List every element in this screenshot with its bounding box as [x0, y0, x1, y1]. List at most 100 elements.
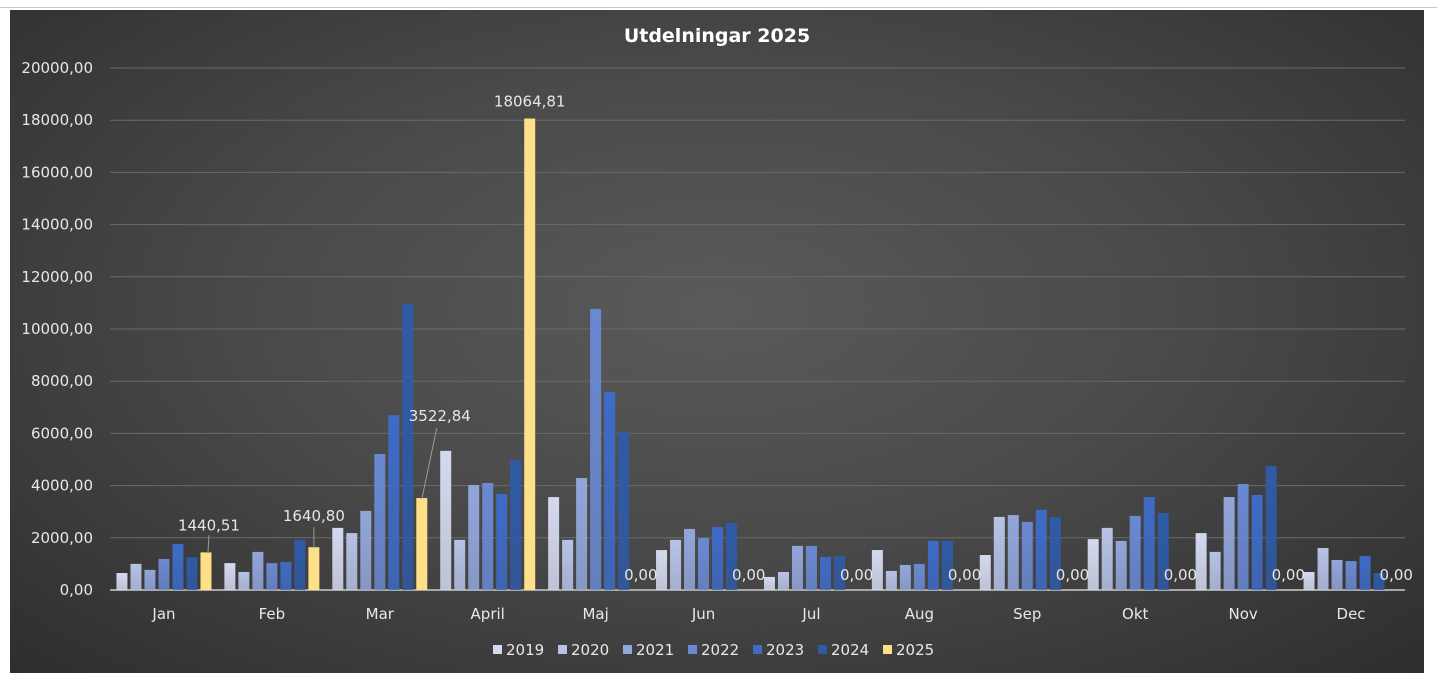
legend-item-2025[interactable]: 2025	[883, 641, 934, 659]
bar-2022-mar	[374, 454, 386, 590]
data-label-2025: 1640,80	[283, 507, 345, 525]
x-tick-label: Dec	[1337, 605, 1366, 623]
x-axis: Jan Feb Mar April Maj Jun Jul Aug Sep Okt Nov Dec	[151, 605, 1365, 623]
bar-2022-april	[482, 482, 494, 590]
legend-swatch	[623, 645, 632, 654]
data-label-2025: 1440,51	[178, 516, 240, 534]
bar-2019-jul	[763, 576, 775, 590]
bar-2021-aug	[899, 564, 911, 590]
bar-2023-jun	[712, 527, 724, 590]
data-label-2025: 0,00	[840, 566, 873, 584]
leader-line	[207, 535, 210, 554]
data-label-2025: 0,00	[1056, 566, 1089, 584]
x-tick-label: Jan	[151, 605, 175, 623]
data-label-2025: 0,00	[1380, 566, 1413, 584]
y-tick-label: 20000,00	[21, 59, 93, 77]
legend-label: 2023	[766, 641, 804, 659]
legend-label: 2024	[831, 641, 869, 659]
bar-2019-april	[440, 450, 452, 590]
y-tick-label: 2000,00	[31, 529, 93, 547]
bar-2024-feb	[294, 539, 306, 590]
bar-2019-mar	[332, 527, 344, 590]
bar-2024-dec	[1373, 573, 1385, 590]
legend-item-2023[interactable]: 2023	[753, 641, 804, 659]
bar-2022-okt	[1129, 515, 1141, 590]
bar-2021-jun	[684, 528, 696, 590]
bar-2023-sep	[1035, 509, 1047, 590]
bar-2020-april	[454, 539, 466, 590]
bar-2020-jun	[670, 539, 682, 590]
legend-label: 2025	[896, 641, 934, 659]
leader-line	[421, 427, 438, 500]
x-tick-label: Maj	[582, 605, 608, 623]
bar-2021-nov	[1223, 497, 1235, 590]
bar-2022-feb	[266, 563, 278, 590]
data-label-2025: 0,00	[1164, 566, 1197, 584]
bar-2019-jun	[656, 550, 668, 590]
bar-2025-mar	[416, 498, 428, 590]
y-tick-label: 14000,00	[21, 216, 93, 234]
bar-2022-jun	[698, 538, 710, 590]
x-tick-label: April	[471, 605, 505, 623]
bar-2024-jul	[833, 556, 845, 590]
bar-2022-jan	[158, 558, 170, 590]
x-tick-label: Jun	[691, 605, 715, 623]
bar-2024-aug	[941, 540, 953, 590]
bar-2021-sep	[1007, 515, 1019, 590]
legend-swatch	[688, 645, 697, 654]
bar-2023-jan	[172, 544, 184, 590]
bar-2021-jan	[144, 569, 156, 590]
data-labels: 1440,51 1640,80 3522,84 18064,81 0,00 0,00 0,0…	[178, 93, 1413, 584]
bar-2024-sep	[1049, 516, 1061, 590]
bar-2021-mar	[360, 510, 372, 590]
bar-2020-dec	[1317, 547, 1329, 590]
legend-item-2020[interactable]: 2020	[558, 641, 609, 659]
bar-2020-sep	[993, 516, 1005, 590]
bar-2023-aug	[927, 540, 939, 590]
bar-2019-sep	[979, 555, 991, 590]
gridlines	[110, 67, 1405, 591]
legend-swatch	[558, 645, 567, 654]
bar-2021-maj	[576, 478, 588, 590]
bar-2020-mar	[346, 533, 358, 590]
bar-2022-sep	[1021, 521, 1033, 590]
bar-2025-jan	[200, 552, 212, 590]
x-tick-label: Aug	[905, 605, 934, 623]
bar-2024-jun	[726, 522, 738, 590]
x-tick-label: Sep	[1013, 605, 1041, 623]
bar-2021-okt	[1115, 540, 1127, 590]
bar-2024-okt	[1157, 513, 1169, 590]
y-tick-label: 16000,00	[21, 163, 93, 181]
legend-label: 2022	[701, 641, 739, 659]
bar-2019-jan	[116, 573, 128, 590]
bar-2019-aug	[871, 550, 883, 590]
bar-2022-dec	[1345, 561, 1357, 590]
legend-item-2021[interactable]: 2021	[623, 641, 674, 659]
legend-label: 2021	[636, 641, 674, 659]
y-tick-label: 10000,00	[21, 320, 93, 338]
bar-2023-dec	[1359, 556, 1371, 590]
y-tick-label: 18000,00	[21, 111, 93, 129]
legend-swatch	[753, 645, 762, 654]
bar-2019-nov	[1195, 533, 1207, 590]
legend-item-2019[interactable]: 2019	[493, 641, 544, 659]
bar-2020-okt	[1101, 527, 1113, 590]
bar-2022-jul	[805, 545, 817, 590]
bar-2020-feb	[238, 571, 250, 590]
bar-2022-nov	[1237, 484, 1249, 590]
bar-2019-okt	[1087, 539, 1099, 590]
y-tick-label: 6000,00	[31, 424, 93, 442]
y-tick-label: 12000,00	[21, 268, 93, 286]
bar-2025-april	[524, 118, 536, 591]
bar-2021-dec	[1331, 559, 1343, 590]
bar-2020-maj	[562, 539, 574, 590]
data-label-2025: 0,00	[948, 566, 981, 584]
legend-item-2022[interactable]: 2022	[688, 641, 739, 659]
y-tick-label: 4000,00	[31, 477, 93, 495]
bar-2021-april	[468, 485, 480, 590]
bar-2023-april	[496, 493, 508, 590]
legend-item-2024[interactable]: 2024	[818, 641, 869, 659]
bar-2023-okt	[1143, 497, 1155, 590]
legend-swatch	[883, 645, 892, 654]
bar-2020-nov	[1209, 551, 1221, 590]
